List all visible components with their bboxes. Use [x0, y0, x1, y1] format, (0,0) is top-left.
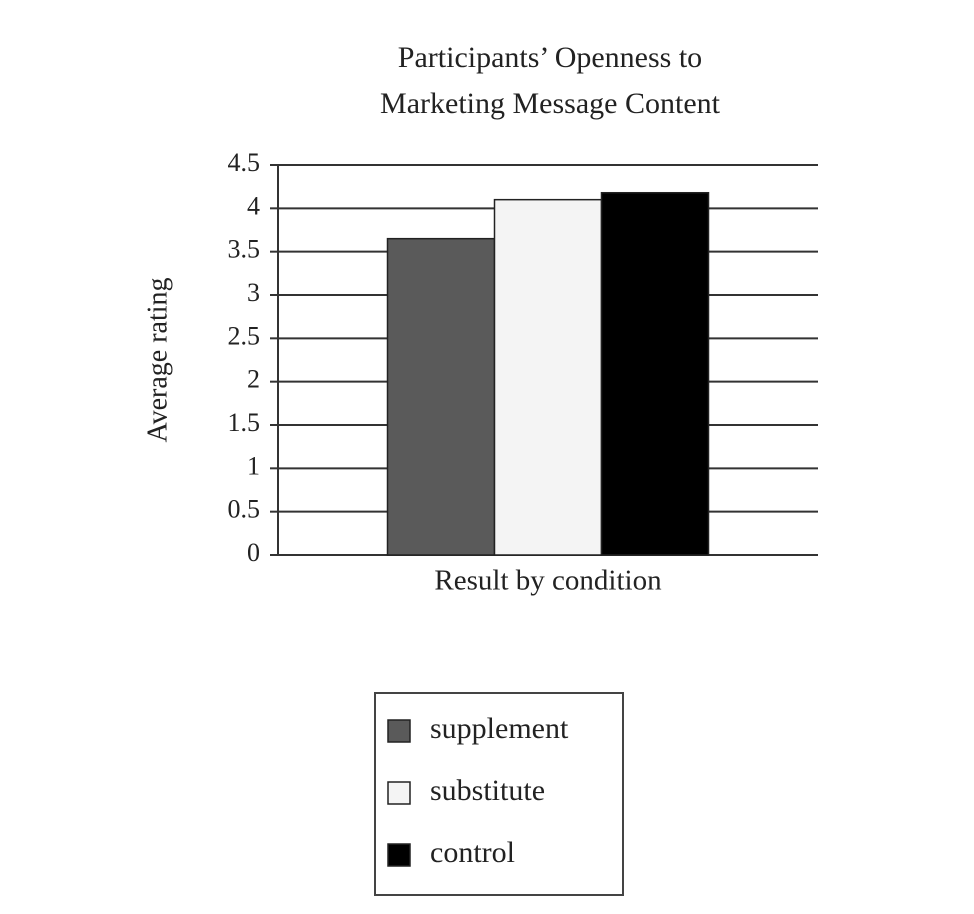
y-tick-label: 0.5 [228, 495, 261, 524]
legend-label: supplement [430, 712, 569, 745]
y-tick-label: 3 [247, 278, 260, 307]
chart-title: Marketing Message Content [380, 87, 721, 120]
chart-title: Participants’ Openness to [398, 41, 702, 74]
y-tick-label: 3.5 [228, 235, 261, 264]
y-tick-label: 0 [247, 538, 260, 567]
y-tick-label: 1 [247, 451, 260, 480]
y-axis-label: Average rating [142, 277, 173, 442]
y-tick-label: 2.5 [228, 321, 261, 350]
legend-swatch [387, 719, 411, 743]
legend-label: control [430, 836, 515, 869]
bar [600, 191, 710, 556]
y-tick-label: 4 [247, 191, 260, 220]
bar [386, 237, 496, 556]
y-tick-label: 2 [247, 365, 260, 394]
x-tick-label: Result by condition [434, 565, 662, 597]
y-tick-label: 4.5 [228, 148, 261, 177]
y-tick-label: 1.5 [228, 408, 261, 437]
legend-box [374, 692, 624, 896]
legend-swatch [387, 781, 411, 805]
legend-label: substitute [430, 774, 545, 807]
bar [493, 198, 603, 556]
legend-swatch [387, 843, 411, 867]
